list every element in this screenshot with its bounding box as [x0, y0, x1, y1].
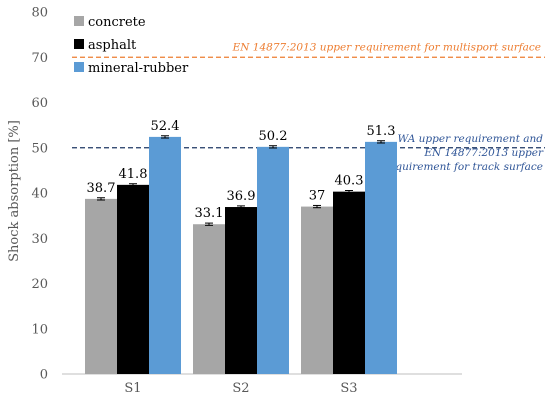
y-tick-label: 40	[31, 187, 48, 202]
x-tick-label: S1	[124, 381, 141, 396]
legend-label-mineral-rubber: mineral-rubber	[88, 61, 189, 76]
y-tick-label: 20	[31, 277, 48, 292]
bar-asphalt-s3	[333, 191, 365, 374]
reference-lines: EN 14877:2013 upper requirement for mult…	[72, 41, 545, 173]
reference-line-label: requirement for track surface	[384, 161, 543, 173]
data-label: 41.8	[119, 167, 148, 182]
y-tick-label: 0	[40, 368, 48, 383]
bar-mineral-rubber-s1	[149, 136, 181, 374]
data-label: 51.3	[367, 124, 396, 139]
data-label: 50.2	[259, 129, 288, 144]
legend-label-concrete: concrete	[88, 15, 146, 30]
legend-label-asphalt: asphalt	[88, 38, 137, 53]
data-label: 36.9	[227, 189, 256, 204]
bar-concrete-s1	[85, 198, 117, 374]
y-tick-label: 30	[31, 232, 48, 247]
legend-swatch-concrete	[74, 16, 84, 26]
legend-swatch-asphalt	[74, 39, 84, 49]
y-tick-label: 70	[31, 51, 48, 66]
reference-line-label: EN 14877:2013 upper	[423, 147, 544, 159]
axes: 0 10 20 30 40 50 60 70 80 S1 S2 S3	[31, 6, 462, 396]
legend-swatch-mineral-rubber	[74, 62, 84, 72]
bar-concrete-s3	[301, 206, 333, 374]
data-label: 37	[309, 189, 326, 204]
reference-line-label: EN 14877:2013 upper requirement for mult…	[232, 41, 541, 53]
legend: concrete asphalt mineral-rubber	[74, 15, 189, 76]
y-tick-label: 10	[31, 322, 48, 337]
data-label: 40.3	[335, 174, 364, 189]
bar-asphalt-s1	[117, 184, 149, 374]
data-label: 38.7	[87, 181, 116, 196]
bar-asphalt-s2	[225, 207, 257, 374]
data-label: 52.4	[151, 119, 180, 134]
data-label: 33.1	[195, 206, 224, 221]
bar-mineral-rubber-s3	[365, 141, 397, 374]
bar-concrete-s2	[193, 224, 225, 374]
data-labels: 38.741.8 52.4 33.136.9 50.2 37 40.3 51.3	[87, 119, 396, 221]
x-tick-label: S2	[232, 381, 249, 396]
bar-mineral-rubber-s2	[257, 146, 289, 374]
x-tick-label: S3	[340, 381, 357, 396]
y-axis-label: Shock absorption [%]	[7, 120, 22, 262]
reference-line-label: WA upper requirement and	[397, 133, 543, 145]
y-tick-label: 50	[31, 141, 48, 156]
y-tick-label: 80	[31, 6, 48, 21]
bars	[85, 135, 397, 374]
y-tick-label: 60	[31, 96, 48, 111]
